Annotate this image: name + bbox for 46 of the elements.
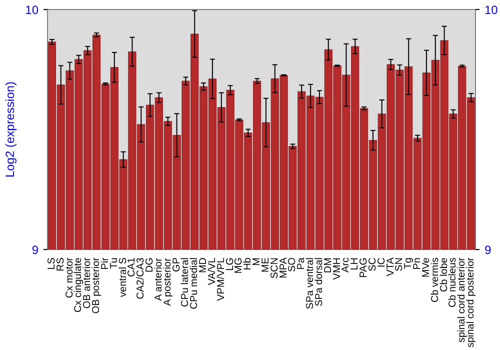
x-tick-label: VPM/VPL [216,257,227,301]
x-tick-label: SN [394,257,406,272]
x-tick-label: SCN [269,257,280,279]
x-tick-label: ventral S [118,257,129,297]
x-tick-label: Pir [100,256,111,270]
x-tick-label: SC [367,257,378,272]
x-tick-label: VMH [332,257,343,280]
x-tick-label: VA/VL [206,257,218,286]
x-tick-label: Cx cingulate [73,257,84,313]
x-tick-label: Pn [412,257,424,270]
x-tick-label: Cb vermis [430,257,441,303]
x-tick-label: ME [260,257,272,272]
x-tick-label: Cb nucleus [448,258,459,308]
x-tick-label: Tu [108,257,120,269]
x-tick-label: DM [322,257,334,274]
x-tick-label: SO [287,257,298,272]
x-tick-label: A posterior [162,257,174,306]
x-tick-label: SPa dorsal [314,257,325,306]
x-tick-label: CPu medial [189,257,200,310]
x-tick-label: PAG [358,257,370,278]
x-tick-label: Hb [242,257,254,270]
x-tick-label: VTA [385,257,396,276]
x-tick-label: M [252,257,263,266]
x-tick-label: LS [46,257,58,270]
x-tick-label: DG [144,257,156,272]
y2-tick-label: 9 [484,243,492,257]
x-tick-label: Arc [340,258,352,272]
x-tick-label: Cb lobe [438,257,450,292]
x-tick-label: CA1 [126,257,138,277]
x-tick-label: spinal cord anterior [456,256,468,343]
x-tick-label: RS [55,257,66,272]
x-tick-label: spinal cord posterior [466,256,477,348]
x-tick-label: IC [376,258,388,268]
x-tick-label: OB anterior [82,256,94,309]
x-tick-label: GP [171,257,182,272]
x-tick-label: LG [224,257,236,271]
x-tick-label: LH [350,257,361,270]
x-tick-label: A anterior [153,257,164,301]
y-axis-title: Log2 (expression) [3,81,18,178]
x-tick-label: MPA [278,257,290,278]
x-tick-label: Pa [296,257,308,270]
x-tick-label: OB posterior [91,256,102,314]
x-tick-label: CA2/CA3 [136,257,147,300]
x-tick-label: Tg [403,258,414,270]
y2-tick-label: 10 [484,3,498,17]
x-tick-label: MVe [420,257,432,278]
